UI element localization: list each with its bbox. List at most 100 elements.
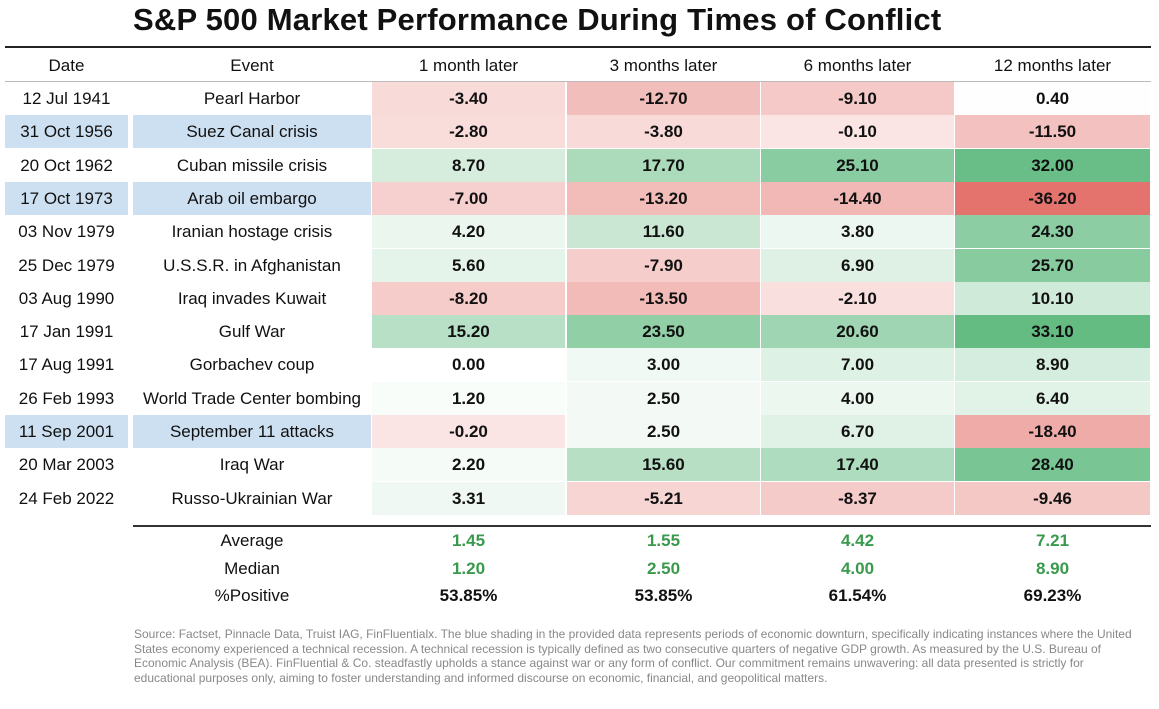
header-3-months: 3 months later [609,56,718,75]
chart-title: S&P 500 Market Performance During Times … [133,2,942,37]
table-row: 03 Nov 1979 Iranian hostage crisis 4.20 11.… [0,215,1159,249]
value-cell: 24.30 [955,215,1150,249]
row-date: 20 Oct 1962 [20,155,113,175]
value-cell: -0.20 [372,415,565,448]
summary-value: 53.85% [634,586,693,605]
value-cell: -0.10 [761,115,954,149]
summary-value: 2.50 [646,558,681,578]
value-cell: -11.50 [955,115,1150,149]
table-row: 25 Dec 1979 U.S.S.R. in Afghanistan 5.60 -7… [0,248,1159,282]
value-cell: 32.00 [955,148,1150,182]
header-12-months: 12 months later [993,56,1112,75]
value-cell: 6.40 [955,381,1150,415]
value-cell: 6.70 [761,415,954,448]
table-row: 17 Jan 1991 Gulf War 15.20 23.50 20.60 33.10 [0,315,1159,349]
value-cell: -2.80 [372,115,565,149]
row-event: Gorbachev coup [189,355,315,375]
summary-label: Average [220,531,284,550]
row-date: 17 Oct 1973 [5,181,128,215]
summary-value: 1.55 [646,531,681,550]
value-cell: 11.60 [567,215,760,249]
value-cell: 7.00 [761,348,954,382]
row-event: World Trade Center bombing [143,388,361,408]
summary-label: %Positive [214,586,290,605]
row-date: 20 Mar 2003 [18,455,115,475]
row-event: Arab oil embargo [133,181,371,215]
row-date: 25 Dec 1979 [18,255,115,275]
value-cell: 28.40 [955,448,1150,482]
header-6-months: 6 months later [803,56,912,75]
header-divider [5,81,1151,82]
value-cell: 8.90 [955,348,1150,382]
value-cell: -14.40 [761,181,954,215]
row-date: 24 Feb 2022 [18,488,115,508]
row-event: Iranian hostage crisis [171,222,333,242]
table-row: 11 Sep 2001 September 11 attacks -0.20 2.50… [0,415,1159,448]
table-row: 20 Mar 2003 Iraq War 2.20 15.60 17.40 28.40 [0,448,1159,482]
summary-row: Average 1.45 1.55 4.42 7.21 [0,527,1159,554]
value-cell: 3.00 [567,348,760,382]
value-cell: -13.20 [567,181,760,215]
table-row: 20 Oct 1962 Cuban missile crisis 8.70 17.70… [0,148,1159,182]
value-cell: -3.40 [372,82,565,115]
row-date: 11 Sep 2001 [5,415,128,448]
value-cell: 17.40 [761,448,954,482]
summary-value: 61.54% [828,586,887,605]
value-cell: -3.80 [567,115,760,149]
value-cell: 4.20 [372,215,565,249]
row-date: 12 Jul 1941 [22,89,111,108]
value-cell: 1.20 [372,381,565,415]
value-cell: -12.70 [567,82,760,115]
row-event: Iraq War [219,455,285,475]
summary-row: %Positive 53.85% 53.85% 61.54% 69.23% [0,582,1159,609]
value-cell: -36.20 [955,181,1150,215]
value-cell: 3.80 [761,215,954,249]
table-row: 31 Oct 1956 Suez Canal crisis -2.80 -3.80 -0… [0,115,1159,149]
row-event: U.S.S.R. in Afghanistan [163,255,341,275]
row-event: Cuban missile crisis [176,155,328,175]
value-cell: -8.20 [372,281,565,315]
table-row: 03 Aug 1990 Iraq invades Kuwait -8.20 -13.5… [0,281,1159,315]
value-cell: 3.31 [372,481,565,515]
table-row: 26 Feb 1993 World Trade Center bombing 1.2… [0,381,1159,415]
summary-value: 8.90 [1035,558,1070,578]
value-cell: -7.00 [372,181,565,215]
header-event: Event [230,56,274,75]
value-cell: 8.70 [372,148,565,182]
row-date: 17 Aug 1991 [18,355,115,375]
value-cell: 33.10 [955,315,1150,349]
value-cell: 15.20 [372,315,565,349]
value-cell: 25.70 [955,248,1150,282]
value-cell: 10.10 [955,281,1150,315]
table-row: 12 Jul 1941 Pearl Harbor -3.40 -12.70 -9.10 0… [0,82,1159,115]
value-cell: 2.50 [567,381,760,415]
summary-label: Median [224,558,280,578]
row-event: Iraq invades Kuwait [177,288,327,308]
value-cell: 23.50 [567,315,760,349]
value-cell: -7.90 [567,248,760,282]
summary-divider [133,525,1151,527]
title-divider [5,46,1151,48]
value-cell: -18.40 [955,415,1150,448]
value-cell: 0.40 [955,82,1150,115]
source-footnote: Source: Factset, Pinnacle Data, Truist I… [134,627,1132,686]
header-date: Date [48,56,85,75]
row-date: 17 Jan 1991 [19,322,114,342]
table-row: 17 Oct 1973 Arab oil embargo -7.00 -13.20 -1… [0,181,1159,215]
value-cell: 2.50 [567,415,760,448]
value-cell: 0.00 [372,348,565,382]
row-date: 26 Feb 1993 [18,388,115,408]
summary-value: 4.42 [840,531,875,550]
summary-value: 69.23% [1023,586,1082,605]
value-cell: -2.10 [761,281,954,315]
row-event: Suez Canal crisis [133,115,371,149]
summary-value: 4.00 [840,558,875,578]
row-event: Gulf War [218,322,286,342]
table-row: 17 Aug 1991 Gorbachev coup 0.00 3.00 7.00 8.9… [0,348,1159,382]
value-cell: -13.50 [567,281,760,315]
value-cell: 2.20 [372,448,565,482]
row-date: 31 Oct 1956 [5,115,128,149]
row-event: Pearl Harbor [203,89,301,108]
value-cell: 6.90 [761,248,954,282]
header-1-month: 1 month later [418,56,519,75]
